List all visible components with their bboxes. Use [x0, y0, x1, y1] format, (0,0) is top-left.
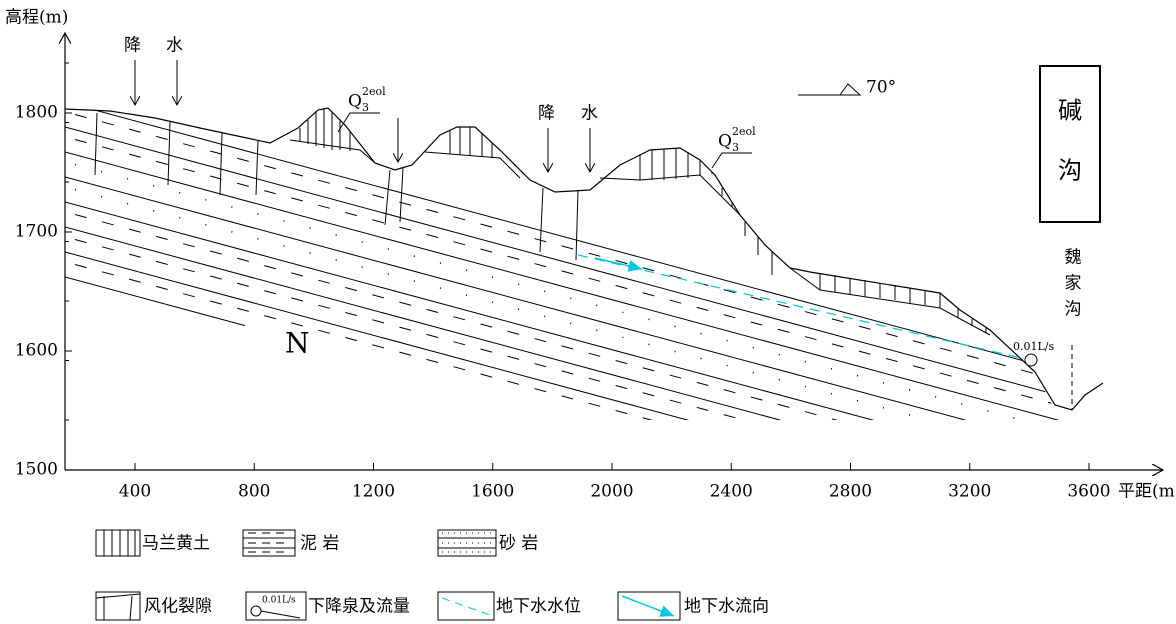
x-tick-label: 3600 [1067, 482, 1110, 502]
x-tick-label: 1600 [471, 482, 514, 502]
mudstone-dashes [75, 265, 1060, 531]
loess-symbol-sup: 2eol [362, 85, 386, 98]
stratum-line [65, 252, 785, 446]
valley-name: 魏 [1065, 248, 1082, 268]
loess [65, 108, 1103, 410]
mudstone-dashes [75, 140, 1060, 406]
loess-symbol: Q [718, 132, 732, 152]
geologic-section: 高程(m) 平距(m) 1500 1600 1700 1800 400 800 1200 16… [0, 0, 1176, 624]
mudstone-dashes [75, 115, 1060, 381]
mudstone-dashes [75, 215, 1060, 481]
legend-label: 下降泉及流量 [308, 597, 410, 617]
x-tick-label: 800 [238, 482, 270, 502]
legend-label: 砂 岩 [499, 534, 538, 554]
axes: 高程(m) 平距(m) 1500 1600 1700 1800 400 800 1200 16… [5, 8, 1176, 502]
x-tick-label: 1200 [352, 482, 395, 502]
sandstone-dots [75, 165, 1060, 431]
place-name: 沟 [1058, 157, 1082, 185]
stratum-line [65, 227, 1060, 496]
place-box [1040, 66, 1100, 222]
valley-name: 沟 [1065, 300, 1082, 320]
loess-symbol-sub: 3 [732, 141, 739, 154]
rain-arrows [135, 60, 590, 172]
formation-label: N [285, 327, 310, 360]
legend-label: 泥 岩 [300, 534, 339, 554]
dip-symbol [798, 84, 860, 95]
x-tick-label: 3200 [948, 482, 991, 502]
spring [1025, 354, 1037, 366]
stratum-line [65, 177, 1060, 446]
x-tick-label: 2000 [590, 482, 633, 502]
y-tick-label: 1500 [15, 460, 58, 480]
legend-label: 马兰黄土 [142, 534, 210, 554]
loess-symbol: Q [348, 92, 362, 112]
stratum-line [65, 277, 245, 326]
legend-icon-label: 0.01L/s [262, 596, 296, 606]
place-name: 碱 [1058, 97, 1082, 125]
x-tick-label: 2400 [710, 482, 753, 502]
x-axis-label: 平距(m) [1118, 482, 1176, 502]
fractures [95, 113, 578, 260]
rain-label: 降 [538, 104, 555, 124]
legend-label: 地下水水位 [496, 597, 581, 617]
y-tick-label: 1600 [15, 341, 58, 361]
stratum-line [65, 152, 1060, 421]
ground-surface [65, 108, 1103, 410]
strata [65, 102, 1060, 530]
loess-symbol-sup: 2eol [732, 125, 756, 138]
stratum-line [65, 202, 1060, 471]
x-tick-label: 400 [119, 482, 151, 502]
spring-flow: 0.01L/s [1013, 340, 1055, 353]
y-tick-label: 1800 [15, 103, 58, 123]
rain-label: 降 [124, 36, 141, 56]
loess-symbol-sub: 3 [362, 101, 369, 114]
stratum-line [65, 127, 1060, 396]
valley-name: 家 [1065, 274, 1082, 294]
rain-label: 水 [581, 104, 598, 124]
legend-label: 风化裂隙 [144, 597, 212, 617]
legend: 马兰黄土 泥 岩 砂 岩 风化裂隙 0.01L/s 下降泉及流量 地下水水位 地… [96, 530, 769, 620]
x-tick-label: 2800 [829, 482, 872, 502]
rain-label: 水 [166, 36, 183, 56]
groundwater-flow [595, 258, 642, 269]
dip-label: 70° [866, 78, 896, 98]
legend-label: 地下水流向 [684, 597, 769, 617]
y-tick-label: 1700 [15, 222, 58, 242]
stratum-line [65, 102, 1060, 371]
sandstone-dots [75, 190, 1060, 456]
mudstone-dashes [75, 240, 1030, 498]
y-axis-label: 高程(m) [5, 8, 68, 28]
